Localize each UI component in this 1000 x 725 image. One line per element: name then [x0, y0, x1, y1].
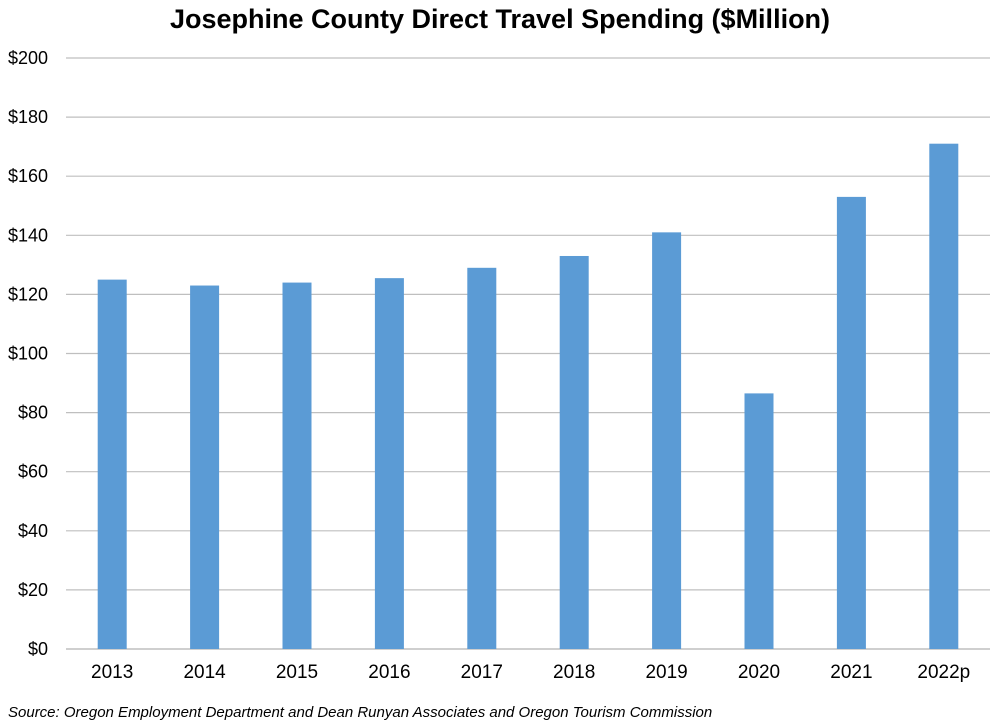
x-tick-label: 2022p	[917, 662, 970, 683]
bar-2016	[374, 278, 404, 649]
bar-chart: $0 $20 $40 $60 $80 $100 $120 $140 $160 $180 $200 2…	[8, 48, 990, 683]
x-tick-label: 2021	[830, 662, 872, 683]
y-tick-label: $0	[28, 639, 48, 659]
bar-2017	[467, 267, 497, 649]
x-tick-label: 2016	[368, 662, 410, 683]
y-axis-tick-labels: $0 $20 $40 $60 $80 $100 $120 $140 $160 $180 $200	[8, 48, 48, 659]
y-tick-label: $180	[8, 107, 48, 127]
bar-2013	[97, 279, 127, 649]
y-tick-label: $20	[18, 580, 48, 600]
y-tick-label: $100	[8, 344, 48, 364]
y-tick-label: $140	[8, 225, 48, 245]
bar-2022p	[929, 143, 959, 649]
chart-title: Josephine County Direct Travel Spending …	[169, 4, 831, 34]
x-tick-label: 2020	[738, 662, 780, 683]
bars	[97, 143, 959, 650]
y-tick-label: $60	[18, 462, 48, 482]
y-tick-label: $40	[18, 521, 48, 541]
y-tick-label: $200	[8, 48, 48, 68]
bar-2021	[836, 196, 866, 649]
bar-2015	[282, 282, 312, 649]
source-note: Source: Oregon Employment Department and…	[8, 704, 713, 721]
bar-2019	[652, 232, 682, 649]
bar-2020	[744, 393, 774, 649]
bar-2018	[559, 255, 589, 650]
x-axis-tick-labels: 2013 2014 2015 2016 2017 2018 2019 2020 2021 2022…	[91, 662, 970, 683]
bar-2014	[190, 285, 220, 649]
x-tick-label: 2017	[461, 662, 503, 683]
x-tick-label: 2015	[276, 662, 318, 683]
gridlines	[66, 57, 990, 650]
y-tick-label: $160	[8, 166, 48, 186]
x-tick-label: 2013	[91, 662, 133, 683]
x-tick-label: 2014	[183, 662, 226, 683]
y-tick-label: $120	[8, 284, 48, 304]
y-tick-label: $80	[18, 403, 48, 423]
x-tick-label: 2019	[645, 662, 687, 683]
x-tick-label: 2018	[553, 662, 595, 683]
